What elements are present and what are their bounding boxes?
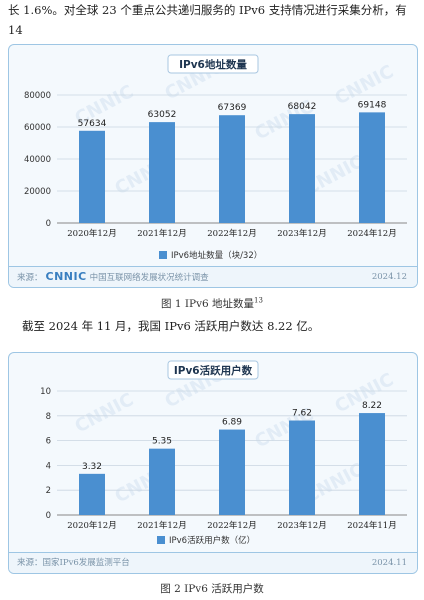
chart-title: IPv6活跃用户数 xyxy=(174,364,253,377)
y-tick-label: 20000 xyxy=(24,187,51,197)
bar-value-label: 6.89 xyxy=(222,418,242,428)
bar xyxy=(289,420,315,515)
bar-value-label: 67369 xyxy=(218,103,247,113)
figure-1-caption-text: 图 1 IPv6 地址数量 xyxy=(161,298,255,310)
active-users-paragraph: 截至 2024 年 11 月，我国 IPv6 活跃用户数达 8.22 亿。 xyxy=(22,319,320,333)
y-tick-label: 10 xyxy=(40,387,51,397)
x-tick-label: 2022年12月 xyxy=(207,228,256,239)
legend-swatch xyxy=(157,536,165,544)
bar-value-label: 63052 xyxy=(148,110,177,120)
bar xyxy=(79,130,105,223)
x-tick-label: 2023年12月 xyxy=(277,520,326,531)
y-tick-label: 0 xyxy=(46,511,51,521)
chart2-date: 2024.11 xyxy=(371,558,407,568)
bar xyxy=(219,429,245,515)
bar xyxy=(359,112,385,223)
chart-title-box xyxy=(167,360,259,380)
y-tick-label: 40000 xyxy=(24,155,51,165)
bar-value-label: 7.62 xyxy=(292,409,312,419)
bar-value-label: 8.22 xyxy=(362,401,382,411)
bar-value-label: 57634 xyxy=(78,119,107,129)
bar xyxy=(359,413,385,515)
chart2-footer: 来源：国家IPv6发展监测平台 2024.11 xyxy=(9,552,417,573)
chart1-footer: 来源： CNNIC 中国互联网络发展状况统计调查 2024.12 xyxy=(9,266,417,287)
chart-title: IPv6地址数量 xyxy=(179,58,247,71)
footnote-ref: 13 xyxy=(254,296,263,305)
bar xyxy=(219,115,245,223)
x-tick-label: 2023年12月 xyxy=(277,228,326,239)
x-tick-label: 2020年12月 xyxy=(67,228,116,239)
y-tick-label: 80000 xyxy=(24,91,51,101)
bar xyxy=(289,114,315,223)
chart-card-active-users: CNNIC CNNIC CNNIC CNNIC CNNIC CNNIC IPv6活跃用户数 0… xyxy=(8,352,418,574)
x-tick-label: 2024年11月 xyxy=(347,520,396,531)
bar-value-label: 69148 xyxy=(358,100,387,110)
chart-card-ipv6-addresses: CNNIC CNNIC CNNIC CNNIC CNNIC CNNIC IPv6地址数量 0 2… xyxy=(8,44,418,288)
cnnic-logo: CNNIC xyxy=(45,270,87,283)
y-tick-label: 6 xyxy=(46,437,51,447)
x-tick-label: 2021年12月 xyxy=(137,228,186,239)
bar-value-label: 5.35 xyxy=(152,437,172,447)
y-tick-label: 8 xyxy=(46,412,51,422)
x-tick-label: 2022年12月 xyxy=(207,520,256,531)
y-tick-label: 4 xyxy=(46,461,51,471)
bar-value-label: 68042 xyxy=(288,102,317,112)
legend-swatch xyxy=(159,251,167,259)
legend-label: IPv6活跃用户数（亿） xyxy=(169,535,255,546)
x-tick-label: 2020年12月 xyxy=(67,520,116,531)
watermark-text: CNNIC xyxy=(71,389,137,437)
x-tick-label: 2024年12月 xyxy=(347,228,396,239)
figure-1-caption: 图 1 IPv6 地址数量13 xyxy=(0,296,424,311)
intro-line-1: 长 1.6%。对全球 23 个重点公共递归服务的 IPv6 支持情况进行采集分析… xyxy=(8,3,407,37)
y-tick-label: 0 xyxy=(46,219,51,229)
source-label: 来源： xyxy=(17,273,43,283)
bar xyxy=(79,473,105,515)
y-tick-label: 60000 xyxy=(24,123,51,133)
bar-value-label: 3.32 xyxy=(82,462,102,472)
chart1-source: 来源： CNNIC 中国互联网络发展状况统计调查 xyxy=(17,267,209,287)
legend-label: IPv6地址数量（块/32） xyxy=(171,250,262,261)
y-tick-label: 2 xyxy=(46,486,51,496)
chart-title-box xyxy=(167,54,259,74)
chart2-source: 来源：国家IPv6发展监测平台 xyxy=(17,558,130,568)
x-tick-label: 2021年12月 xyxy=(137,520,186,531)
chart1-date: 2024.12 xyxy=(371,272,407,282)
bar xyxy=(149,448,175,515)
bar xyxy=(149,122,175,223)
source-text: 中国互联网络发展状况统计调查 xyxy=(89,273,209,283)
figure-2-caption: 图 2 IPv6 活跃用户数 xyxy=(160,583,264,595)
